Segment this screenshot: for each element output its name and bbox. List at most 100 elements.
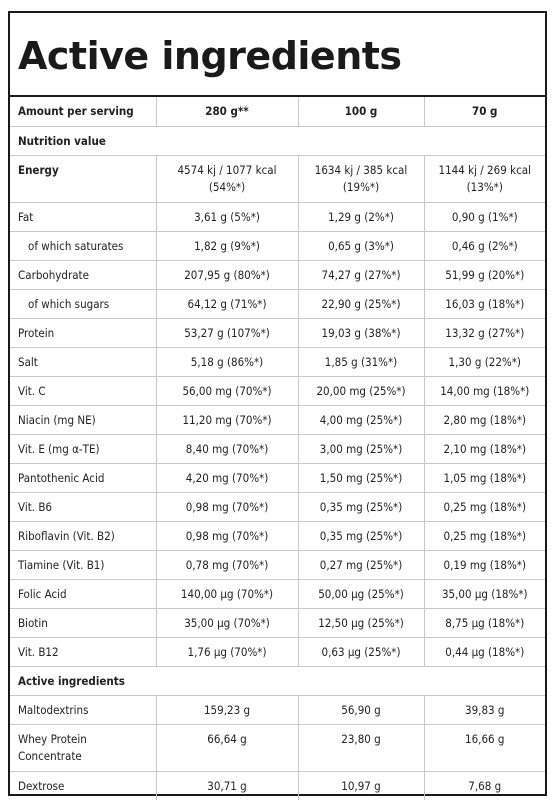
table-row: Vit. C 56,00 mg (70%*) 20,00 mg (25%*) 1… [10, 376, 545, 406]
row-value: 30,71 g [155, 771, 298, 800]
row-value: 66,64 g [155, 724, 298, 772]
table-row: Dextrose 30,71 g 10,97 g 7,68 g [10, 771, 545, 800]
row-value: 0,44 µg (18%*) [423, 637, 545, 667]
row-value: 2,10 mg (18%*) [423, 434, 545, 464]
row-label: Vit. C [10, 376, 156, 406]
row-value: 74,27 g (27%*) [297, 260, 424, 290]
row-value: 35,00 µg (18%*) [423, 579, 545, 609]
section-row-active: Active ingredients [10, 666, 545, 696]
row-value: 39,83 g [423, 695, 545, 725]
row-value: 23,80 g [297, 724, 424, 772]
row-value: 35,00 µg (70%*) [155, 608, 298, 638]
table-row: Tiamine (Vit. B1) 0,78 mg (70%*) 0,27 mg… [10, 550, 545, 580]
row-value: 50,00 µg (25%*) [297, 579, 424, 609]
row-value: 13,32 g (27%*) [423, 318, 545, 348]
row-value: 0,25 mg (18%*) [423, 521, 545, 551]
table-row: Riboflavin (Vit. B2) 0,98 mg (70%*) 0,35… [10, 521, 545, 551]
row-value: 1,76 µg (70%*) [155, 637, 298, 667]
row-label: of which saturates [10, 231, 156, 261]
table-row: Energy 4574 kj / 1077 kcal (54%*) 1634 k… [10, 155, 545, 203]
table-row: Whey Protein Concentrate 66,64 g 23,80 g… [10, 724, 545, 772]
row-value: 56,90 g [297, 695, 424, 725]
row-value: 16,03 g (18%*) [423, 289, 545, 319]
row-value: 0,98 mg (70%*) [155, 492, 298, 522]
row-value: 51,99 g (20%*) [423, 260, 545, 290]
table-row: of which sugars 64,12 g (71%*) 22,90 g (… [10, 289, 545, 319]
row-value: 0,63 µg (25%*) [297, 637, 424, 667]
nutrition-panel: Active ingredients Amount per serving 28… [8, 11, 547, 800]
header-col-280g: 280 g** [155, 97, 298, 127]
row-label: Dextrose [18, 778, 65, 793]
row-value: 0,35 mg (25%*) [297, 492, 424, 522]
row-label: Vit. E (mg α-TE) [10, 434, 156, 464]
row-value: 8,40 mg (70%*) [155, 434, 298, 464]
section-title: Nutrition value [10, 126, 545, 156]
row-value: 19,03 g (38%*) [297, 318, 424, 348]
row-value: 4,00 mg (25%*) [297, 405, 424, 435]
table-row: of which saturates 1,82 g (9%*) 0,65 g (… [10, 231, 545, 261]
section-title: Active ingredients [10, 666, 545, 696]
table-row: Biotin 35,00 µg (70%*) 12,50 µg (25%*) 8… [10, 608, 545, 638]
row-value: 0,65 g (3%*) [297, 231, 424, 261]
row-value: 3,00 mg (25%*) [297, 434, 424, 464]
row-label: of which sugars [10, 289, 156, 319]
row-label: Carbohydrate [10, 260, 156, 290]
row-value: 1,30 g (22%*) [423, 347, 545, 377]
table-row: Niacin (mg NE) 11,20 mg (70%*) 4,00 mg (… [10, 405, 545, 435]
row-label: Biotin [10, 608, 156, 638]
table-row: Carbohydrate 207,95 g (80%*) 74,27 g (27… [10, 260, 545, 290]
row-value: 0,46 g (2%*) [423, 231, 545, 261]
row-label: Niacin (mg NE) [10, 405, 156, 435]
page-title: Active ingredients [10, 13, 545, 97]
nutrition-table: Amount per serving 280 g** 100 g 70 g Nu… [10, 97, 545, 800]
row-value: 14,00 mg (18%*) [423, 376, 545, 406]
row-label: Vit. B6 [10, 492, 156, 522]
row-value: 3,61 g (5%*) [155, 202, 298, 232]
table-row: Vit. B6 0,98 mg (70%*) 0,35 mg (25%*) 0,… [10, 492, 545, 522]
row-value: 0,19 mg (18%*) [423, 550, 545, 580]
table-row: Maltodextrins 159,23 g 56,90 g 39,83 g [10, 695, 545, 725]
table-header-row: Amount per serving 280 g** 100 g 70 g [10, 97, 545, 127]
row-value: 20,00 mg (25%*) [297, 376, 424, 406]
row-value: 16,66 g [423, 724, 545, 772]
row-value: 64,12 g (71%*) [155, 289, 298, 319]
row-value: 0,25 mg (18%*) [423, 492, 545, 522]
row-value: 56,00 mg (70%*) [155, 376, 298, 406]
row-value: 1,50 mg (25%*) [297, 463, 424, 493]
header-col-70g: 70 g [423, 97, 545, 127]
table-row: Vit. E (mg α-TE) 8,40 mg (70%*) 3,00 mg … [10, 434, 545, 464]
row-label: Maltodextrins [10, 695, 156, 725]
header-col-100g: 100 g [297, 97, 424, 127]
row-value: 10,97 g [297, 771, 424, 800]
row-value: 12,50 µg (25%*) [297, 608, 424, 638]
row-value: 207,95 g (80%*) [155, 260, 298, 290]
row-value: 4574 kj / 1077 kcal (54%*) [155, 155, 298, 203]
row-label: Riboflavin (Vit. B2) [10, 521, 156, 551]
row-value: 0,78 mg (70%*) [155, 550, 298, 580]
row-label: Vit. B12 [10, 637, 156, 667]
row-label: Protein [10, 318, 156, 348]
row-value: 11,20 mg (70%*) [155, 405, 298, 435]
row-value: 0,35 mg (25%*) [297, 521, 424, 551]
header-label: Amount per serving [10, 97, 156, 127]
row-value: 4,20 mg (70%*) [155, 463, 298, 493]
row-value: 8,75 µg (18%*) [423, 608, 545, 638]
row-label: Salt [10, 347, 156, 377]
row-value: 1634 kj / 385 kcal (19%*) [297, 155, 424, 203]
row-value: 0,98 mg (70%*) [155, 521, 298, 551]
row-value: 1,82 g (9%*) [155, 231, 298, 261]
section-row-nutrition: Nutrition value [10, 126, 545, 156]
row-value: 5,18 g (86%*) [155, 347, 298, 377]
row-label: Energy [10, 155, 156, 203]
row-value: 159,23 g [155, 695, 298, 725]
row-label: Fat [10, 202, 156, 232]
row-value: 0,27 mg (25%*) [297, 550, 424, 580]
row-value: 7,68 g [423, 771, 545, 800]
row-value: 2,80 mg (18%*) [423, 405, 545, 435]
row-value: 0,90 g (1%*) [423, 202, 545, 232]
row-value: 22,90 g (25%*) [297, 289, 424, 319]
table-row: Vit. B12 1,76 µg (70%*) 0,63 µg (25%*) 0… [10, 637, 545, 667]
table-row: Folic Acid 140,00 µg (70%*) 50,00 µg (25… [10, 579, 545, 609]
table-row: Pantothenic Acid 4,20 mg (70%*) 1,50 mg … [10, 463, 545, 493]
row-label: Folic Acid [10, 579, 156, 609]
